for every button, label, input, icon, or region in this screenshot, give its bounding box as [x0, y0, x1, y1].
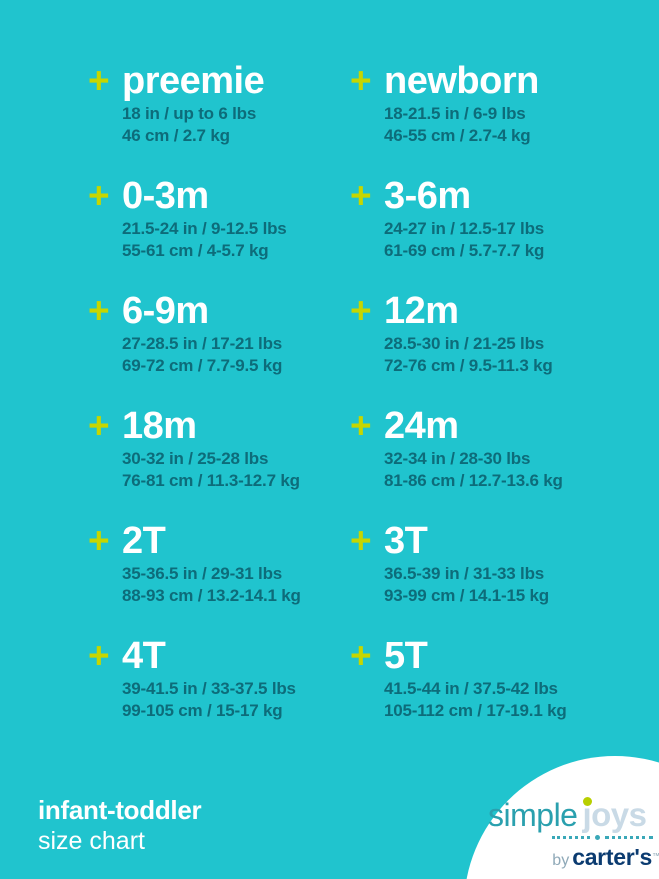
size-detail-imperial: 18 in / up to 6 lbs	[122, 104, 257, 123]
size-detail-imperial: 27-28.5 in / 17-21 lbs	[122, 334, 283, 353]
size-label: 24m	[384, 405, 459, 447]
plus-icon: +	[350, 635, 372, 676]
brand-logo: simple joys by carter's™	[488, 796, 659, 871]
plus-icon: +	[350, 175, 372, 216]
size-entry-6-9m: + 6-9m 27-28.5 in / 17-21 lbs 69-72 cm /…	[88, 290, 350, 405]
size-entry-0-3m: + 0-3m 21.5-24 in / 9-12.5 lbs 55-61 cm …	[88, 175, 350, 290]
size-detail-metric: 46-55 cm / 2.7-4 kg	[384, 126, 531, 145]
size-detail-imperial: 24-27 in / 12.5-17 lbs	[384, 219, 545, 238]
size-detail-imperial: 35-36.5 in / 29-31 lbs	[122, 564, 283, 583]
size-detail-imperial: 30-32 in / 25-28 lbs	[122, 449, 269, 468]
size-entry-24m: + 24m 32-34 in / 28-30 lbs 81-86 cm / 12…	[350, 405, 612, 520]
size-detail-metric: 99-105 cm / 15-17 kg	[122, 701, 283, 720]
plus-icon: +	[88, 290, 110, 331]
plus-icon: +	[350, 290, 372, 331]
plus-icon: +	[88, 60, 110, 101]
logo-brand-name: carter's	[572, 844, 652, 870]
plus-icon: +	[88, 175, 110, 216]
size-label: 3-6m	[384, 175, 471, 217]
brand-logo-circle: simple joys by carter's™	[464, 756, 659, 879]
plus-icon: +	[88, 520, 110, 561]
size-label: 4T	[122, 635, 166, 677]
size-detail-imperial: 32-34 in / 28-30 lbs	[384, 449, 531, 468]
plus-icon: +	[350, 405, 372, 446]
size-entry-3-6m: + 3-6m 24-27 in / 12.5-17 lbs 61-69 cm /…	[350, 175, 612, 290]
size-label: 5T	[384, 635, 428, 677]
logo-word-simple: simple	[488, 797, 578, 833]
logo-trademark: ™	[652, 851, 659, 861]
size-detail-metric: 72-76 cm / 9.5-11.3 kg	[384, 356, 553, 375]
chart-title: infant-toddler	[38, 795, 202, 825]
size-label: newborn	[384, 60, 539, 102]
plus-icon: +	[350, 60, 372, 101]
chart-subtitle: size chart	[38, 827, 145, 855]
size-entry-12m: + 12m 28.5-30 in / 21-25 lbs 72-76 cm / …	[350, 290, 612, 405]
size-detail-metric: 93-99 cm / 14.1-15 kg	[384, 586, 549, 605]
size-detail-metric: 61-69 cm / 5.7-7.7 kg	[384, 241, 545, 260]
size-detail-imperial: 28.5-30 in / 21-25 lbs	[384, 334, 545, 353]
plus-icon: +	[350, 520, 372, 561]
size-detail-metric: 69-72 cm / 7.7-9.5 kg	[122, 356, 283, 375]
size-detail-metric: 76-81 cm / 11.3-12.7 kg	[122, 471, 300, 490]
size-detail-imperial: 18-21.5 in / 6-9 lbs	[384, 104, 526, 123]
chart-title-block: infant-toddler size chart	[38, 794, 202, 857]
size-label: 0-3m	[122, 175, 209, 217]
size-detail-metric: 105-112 cm / 17-19.1 kg	[384, 701, 567, 720]
size-label: preemie	[122, 60, 265, 102]
size-label: 2T	[122, 520, 166, 562]
size-detail-metric: 81-86 cm / 12.7-13.6 kg	[384, 471, 563, 490]
size-detail-imperial: 41.5-44 in / 37.5-42 lbs	[384, 679, 558, 698]
size-label: 18m	[122, 405, 197, 447]
logo-word-joys: joys	[582, 796, 647, 833]
size-detail-imperial: 36.5-39 in / 31-33 lbs	[384, 564, 545, 583]
size-entry-4t: + 4T 39-41.5 in / 33-37.5 lbs 99-105 cm …	[88, 635, 350, 750]
size-entry-3t: + 3T 36.5-39 in / 31-33 lbs 93-99 cm / 1…	[350, 520, 612, 635]
size-entry-preemie: + preemie 18 in / up to 6 lbs 46 cm / 2.…	[88, 60, 350, 175]
size-label: 3T	[384, 520, 428, 562]
size-detail-metric: 88-93 cm / 13.2-14.1 kg	[122, 586, 301, 605]
logo-dotted-underline	[552, 834, 659, 840]
logo-j-dot-icon	[583, 797, 593, 806]
size-entry-newborn: + newborn 18-21.5 in / 6-9 lbs 46-55 cm …	[350, 60, 612, 175]
size-label: 6-9m	[122, 290, 209, 332]
size-grid: + preemie 18 in / up to 6 lbs 46 cm / 2.…	[88, 60, 612, 750]
size-entry-2t: + 2T 35-36.5 in / 29-31 lbs 88-93 cm / 1…	[88, 520, 350, 635]
size-detail-imperial: 21.5-24 in / 9-12.5 lbs	[122, 219, 287, 238]
size-detail-metric: 55-61 cm / 4-5.7 kg	[122, 241, 269, 260]
size-detail-metric: 46 cm / 2.7 kg	[122, 126, 230, 145]
plus-icon: +	[88, 635, 110, 676]
size-detail-imperial: 39-41.5 in / 33-37.5 lbs	[122, 679, 296, 698]
plus-icon: +	[88, 405, 110, 446]
size-label: 12m	[384, 290, 459, 332]
size-entry-5t: + 5T 41.5-44 in / 37.5-42 lbs 105-112 cm…	[350, 635, 612, 750]
size-entry-18m: + 18m 30-32 in / 25-28 lbs 76-81 cm / 11…	[88, 405, 350, 520]
logo-byline-prefix: by	[552, 852, 570, 869]
